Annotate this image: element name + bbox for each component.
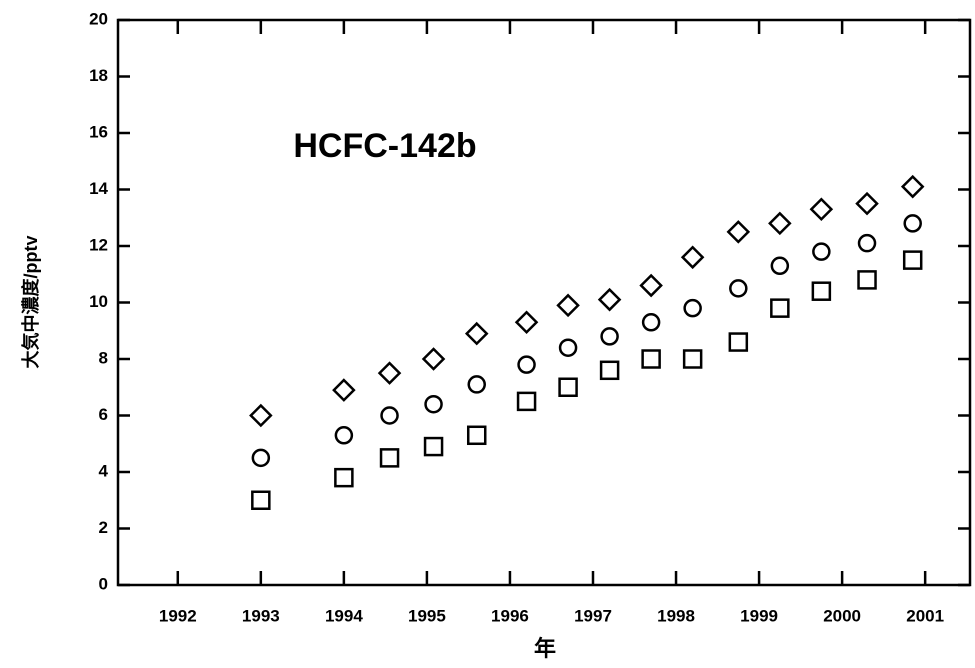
square-marker [857,270,877,290]
circle-marker [334,426,354,445]
y-tick-label: 2 [99,518,108,537]
chart-annotation: HCFC-142b [293,127,476,165]
diamond-marker [680,245,705,270]
diamond-marker [514,310,539,335]
circle-marker [467,375,486,394]
diamond-marker [597,287,622,312]
diamond-marker [377,361,402,385]
square-marker [902,250,923,270]
circle-marker [812,242,831,261]
square-marker [728,332,749,352]
diamond-marker [332,378,356,402]
x-tick-label: 2000 [823,606,861,625]
diamond-marker [768,211,792,236]
x-tick-label: 2001 [906,606,944,625]
square-marker [334,467,354,488]
y-tick-label: 10 [89,292,108,311]
square-marker [379,448,400,468]
y-tick-label: 14 [89,179,108,198]
square-marker [770,298,790,318]
circle-marker [770,256,790,276]
x-tick-label: 1999 [740,606,778,625]
diamond-marker [249,403,273,428]
circle-marker [729,279,748,298]
diamond-marker [421,347,446,371]
square-marker [251,490,271,510]
y-tick-label: 6 [99,405,108,424]
y-tick-label: 4 [99,461,109,480]
x-axis-label: 年 [534,636,556,661]
square-marker [599,360,620,381]
circle-marker [424,394,443,414]
square-marker [558,377,578,397]
circle-marker [558,338,578,357]
circle-marker [517,355,536,374]
y-tick-label: 16 [89,122,108,141]
diamond-marker [900,174,925,199]
x-tick-label: 1995 [408,606,446,625]
x-tick-label: 1992 [159,606,197,625]
diamond-marker [726,220,751,244]
square-marker [682,349,703,369]
x-tick-label: 1997 [574,606,612,625]
y-axis-label: 大気中濃度/pptv [20,236,41,369]
diamond-marker [855,191,879,216]
y-tick-label: 0 [99,574,108,593]
x-tick-label: 1994 [325,606,363,625]
circle-marker [903,214,922,233]
plot-frame [116,18,972,587]
x-tick-label: 1998 [657,606,695,625]
x-tick-label: 1993 [242,606,280,625]
circle-marker [641,313,661,332]
diamond-marker [639,273,663,298]
diamond-marker [464,321,489,346]
circle-marker [857,233,877,253]
square-marker [641,349,661,369]
diamond-marker [809,197,834,222]
y-tick-label: 18 [89,66,108,85]
square-marker [516,391,537,412]
x-tick-label: 1996 [491,606,529,625]
diamond-marker [556,293,580,318]
y-tick-label: 20 [89,9,108,28]
circle-marker [683,298,702,318]
square-marker [423,436,444,457]
circle-marker [251,448,271,468]
y-tick-label: 12 [89,235,108,254]
square-marker [466,425,487,446]
square-marker [811,281,832,301]
y-tick-label: 8 [99,348,108,367]
circle-marker [600,327,619,346]
circle-marker [380,406,399,425]
